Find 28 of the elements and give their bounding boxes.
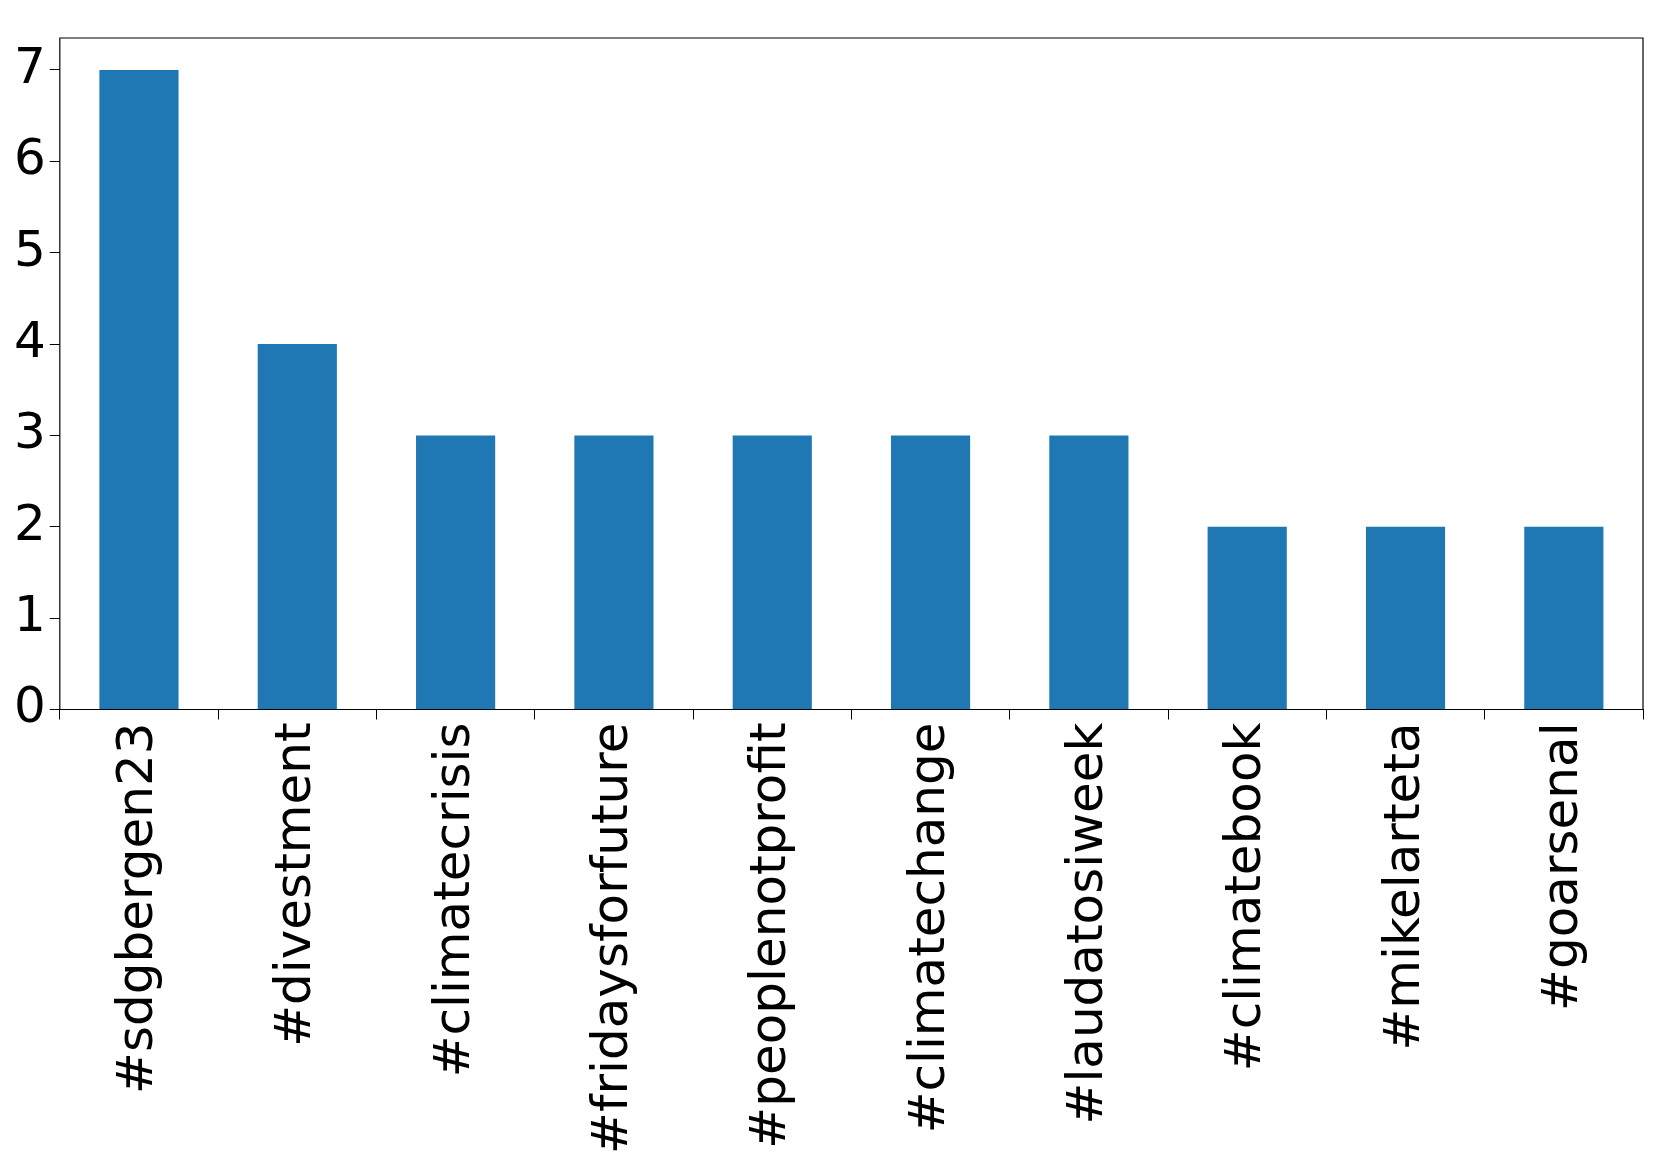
x-tick-label: #peoplenotprofit [739, 722, 798, 1149]
x-tick-label: #climatecrisis [422, 722, 481, 1078]
bar [890, 435, 971, 709]
bar [1365, 526, 1446, 709]
bar [574, 435, 654, 709]
bar [1524, 526, 1604, 709]
x-tick-label: #divestment [264, 722, 323, 1047]
bar [1207, 526, 1287, 709]
y-tick-label: 7 [14, 36, 46, 95]
y-tick-label: 1 [14, 585, 46, 644]
x-tick-label: #laudatosiweek [1055, 722, 1114, 1125]
x-tick-label: #climatebook [1214, 722, 1273, 1072]
y-tick-label: 3 [14, 402, 46, 461]
x-tick-label: #goarsenal [1530, 722, 1589, 1011]
bar [99, 69, 179, 709]
bar [257, 344, 337, 709]
y-tick-label: 2 [14, 493, 46, 552]
y-tick-label: 5 [14, 219, 46, 278]
x-tick-label: #fridaysforfuture [580, 722, 639, 1155]
bar [732, 435, 812, 709]
y-tick-label: 4 [14, 311, 46, 370]
bar [1049, 435, 1129, 709]
x-tick-label: #sdgbergen23 [105, 722, 164, 1094]
x-tick-label: #mikelarteta [1372, 722, 1431, 1051]
x-tick-label: #climatechange [897, 722, 956, 1134]
y-tick-label: 6 [14, 128, 46, 187]
y-tick-label: 0 [14, 676, 46, 735]
bar [416, 435, 496, 709]
